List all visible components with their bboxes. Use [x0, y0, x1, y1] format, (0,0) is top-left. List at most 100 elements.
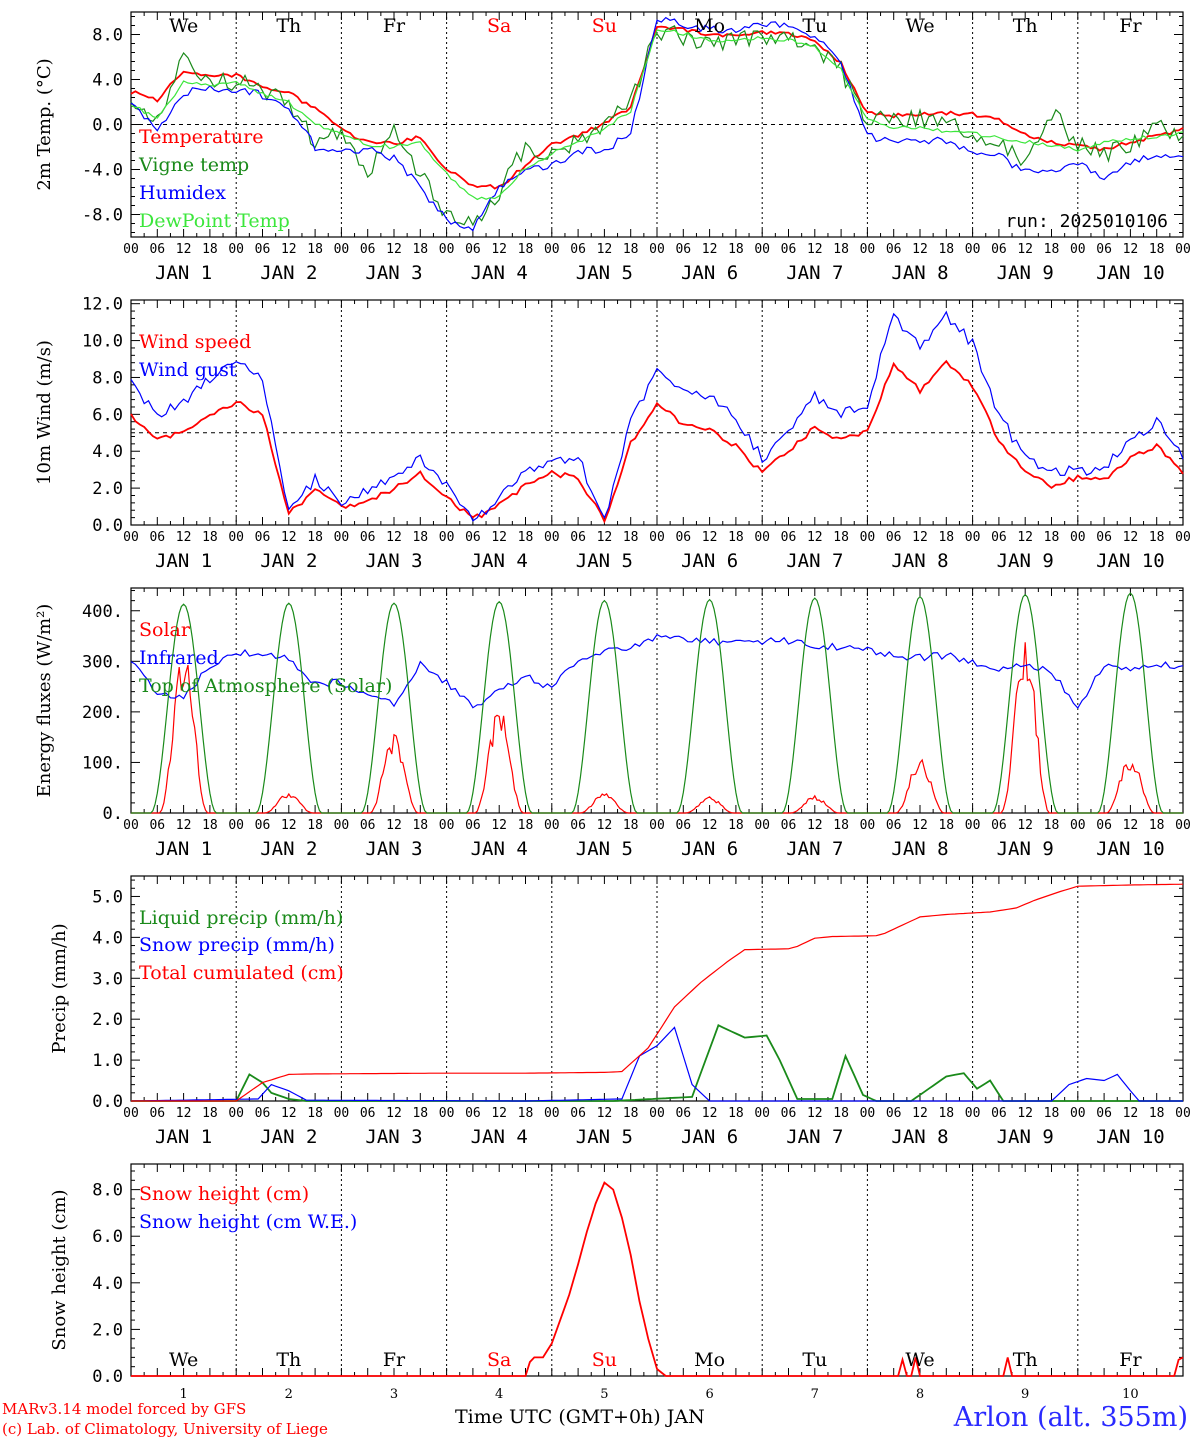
x-tick-label: 18 — [412, 818, 428, 833]
x-tick-label: 06 — [781, 818, 797, 833]
y-tick-label: 8.0 — [92, 26, 123, 46]
x-tick-label: 12 — [1123, 1106, 1139, 1121]
x-tick-label: 00 — [1175, 1106, 1191, 1121]
x-tick-label: 18 — [728, 1106, 744, 1121]
x-tick-label: 18 — [412, 1106, 428, 1121]
date-label: JAN 10 — [1096, 1126, 1165, 1148]
date-label: JAN 4 — [471, 262, 528, 284]
x-tick-label: 00 — [123, 818, 139, 833]
x-tick-label: 00 — [649, 530, 665, 545]
x-tick-label: 00 — [544, 242, 560, 257]
x-tick-label: 06 — [1096, 818, 1112, 833]
x-tick-label: 18 — [307, 530, 323, 545]
x-tick-label: 00 — [860, 1106, 876, 1121]
x-tick-label: 00 — [754, 1106, 770, 1121]
date-label: JAN 8 — [891, 550, 948, 572]
x-tick-label: 18 — [833, 1106, 849, 1121]
x-tick-label: 18 — [1044, 818, 1060, 833]
x-tick-label: 12 — [491, 242, 507, 257]
x-tick-label: 12 — [702, 242, 718, 257]
y-tick-label: 0.0 — [92, 116, 123, 136]
y-tick-label: 3.0 — [92, 969, 123, 989]
date-label: JAN 5 — [576, 550, 633, 572]
x-tick-label: 06 — [1096, 1106, 1112, 1121]
x-tick-label: 06 — [570, 818, 586, 833]
x-tick-label: 00 — [228, 1106, 244, 1121]
date-label: JAN 3 — [365, 262, 422, 284]
x-tick-label: 00 — [228, 530, 244, 545]
x-tick-label: 06 — [360, 818, 376, 833]
date-label: JAN 3 — [365, 838, 422, 860]
date-label: JAN 10 — [1096, 262, 1165, 284]
x-tick-label: 06 — [149, 1106, 165, 1121]
day-name: Sa — [487, 15, 511, 37]
x-tick-label: 18 — [623, 242, 639, 257]
x-tick-label: 06 — [781, 1106, 797, 1121]
x-tick-label: 00 — [334, 242, 350, 257]
x-tick-label: 12 — [491, 818, 507, 833]
x-tick-label: 12 — [1123, 818, 1139, 833]
x-tick-label: 06 — [991, 818, 1007, 833]
date-label: JAN 2 — [260, 838, 317, 860]
x-tick-label: 06 — [675, 818, 691, 833]
x-tick-label: 06 — [886, 1106, 902, 1121]
date-label: JAN 5 — [576, 1126, 633, 1148]
x-tick-label: 18 — [412, 530, 428, 545]
x-tick-label: 06 — [465, 1106, 481, 1121]
x-tick-label: 00 — [860, 530, 876, 545]
x-tick-label: 00 — [1175, 242, 1191, 257]
x-tick-label: 00 — [1070, 242, 1086, 257]
x-tick-label: 00 — [965, 530, 981, 545]
y-tick-label: 4.0 — [92, 442, 123, 462]
date-label: JAN 2 — [260, 550, 317, 572]
x-tick-label: 00 — [965, 1106, 981, 1121]
x-tick-label: 18 — [1149, 818, 1165, 833]
day-number: 1 — [179, 1387, 187, 1402]
x-tick-label: 18 — [307, 818, 323, 833]
x-tick-label: 06 — [781, 530, 797, 545]
x-tick-label: 06 — [465, 818, 481, 833]
x-tick-label: 06 — [255, 1106, 271, 1121]
y-axis-label: Snow height (cm) — [49, 1189, 70, 1350]
x-tick-label: 18 — [307, 242, 323, 257]
day-number: 2 — [285, 1387, 293, 1402]
x-tick-label: 00 — [1175, 818, 1191, 833]
x-tick-label: 06 — [991, 1106, 1007, 1121]
y-tick-label: -4.0 — [82, 161, 123, 181]
x-tick-label: 18 — [938, 818, 954, 833]
x-tick-label: 06 — [255, 242, 271, 257]
x-tick-label: 18 — [938, 530, 954, 545]
x-tick-label: 18 — [518, 242, 534, 257]
date-label: JAN 9 — [997, 550, 1054, 572]
day-name: Tu — [802, 15, 827, 37]
x-tick-label: 18 — [833, 530, 849, 545]
y-tick-label: 10.0 — [82, 332, 123, 352]
x-tick-label: 18 — [202, 818, 218, 833]
x-tick-label: 12 — [1017, 818, 1033, 833]
y-tick-label: 5.0 — [92, 887, 123, 907]
x-tick-label: 12 — [386, 818, 402, 833]
date-label: JAN 6 — [681, 550, 738, 572]
date-label: JAN 2 — [260, 262, 317, 284]
day-name: We — [905, 15, 934, 37]
x-tick-label: 06 — [991, 242, 1007, 257]
day-name: Mo — [694, 15, 725, 37]
y-tick-label: 2.0 — [92, 1320, 123, 1340]
x-tick-label: 12 — [597, 530, 613, 545]
y-tick-label: 1.0 — [92, 1051, 123, 1071]
x-tick-label: 00 — [439, 1106, 455, 1121]
series-line — [131, 592, 1183, 814]
x-tick-label: 06 — [675, 530, 691, 545]
y-tick-label: 2.0 — [92, 479, 123, 499]
series-line — [131, 883, 1184, 1102]
day-name: Th — [1013, 1349, 1038, 1371]
date-label: JAN 10 — [1096, 838, 1165, 860]
x-tick-label: 00 — [754, 530, 770, 545]
x-tick-label: 18 — [307, 1106, 323, 1121]
day-name: Fr — [1119, 15, 1142, 37]
day-name: We — [905, 1349, 934, 1371]
date-label: JAN 8 — [891, 262, 948, 284]
x-tick-label: 12 — [702, 818, 718, 833]
x-tick-label: 00 — [754, 818, 770, 833]
